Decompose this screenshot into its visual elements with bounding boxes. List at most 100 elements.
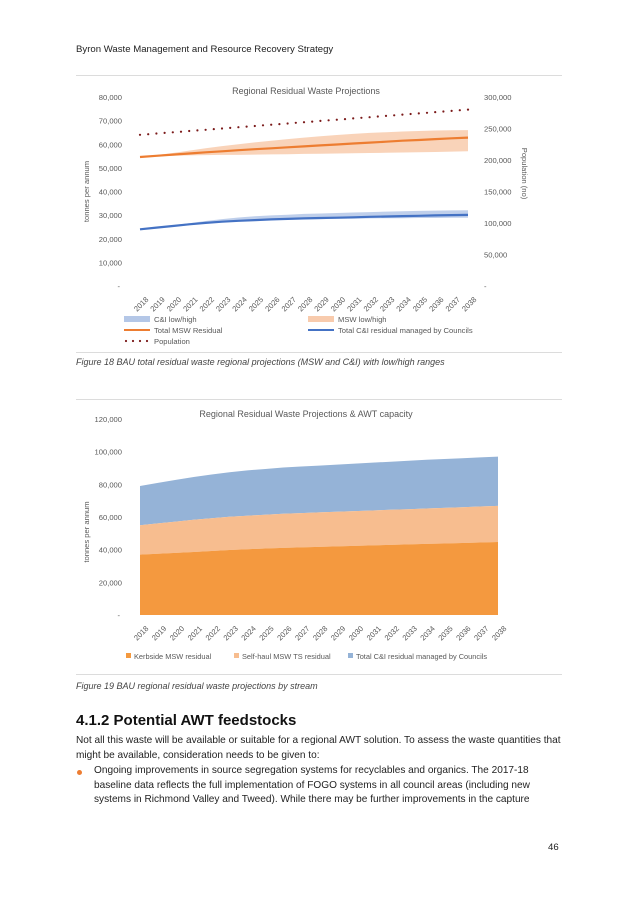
x-tick-label: 2018 (132, 295, 150, 313)
legend-label: Total MSW Residual (154, 326, 223, 335)
legend-swatch (138, 339, 142, 343)
population-dot (163, 131, 166, 134)
area-total-c-i-residual-managed-by-councils (140, 456, 498, 526)
chart-title: Regional Residual Waste Projections & AW… (199, 409, 413, 419)
population-dot (261, 124, 265, 127)
population-dot (179, 130, 183, 133)
legend-swatch (234, 653, 239, 658)
y-tick-label: 80,000 (99, 93, 122, 102)
population-dot (409, 112, 412, 116)
population-dot (138, 133, 142, 136)
population-dot (286, 122, 289, 125)
figure-19-caption: Figure 19 BAU regional residual waste pr… (76, 681, 318, 691)
line-total-c-i-residual-managed-by-councils (139, 213, 469, 231)
legend-swatch (348, 653, 353, 658)
population-dot (343, 118, 347, 121)
x-tick-label: 2032 (383, 624, 401, 642)
y-axis-label: tonnes per annum (82, 501, 91, 562)
x-tick-label: 2022 (204, 624, 222, 642)
population-dot (171, 131, 174, 134)
y-tick-label: - (117, 611, 120, 620)
population-dot (360, 116, 363, 119)
x-tick-label: 2033 (378, 295, 396, 313)
chart-residual-by-stream: Regional Residual Waste Projections & AW… (82, 409, 508, 661)
x-tick-label: 2038 (490, 624, 508, 642)
x-tick-label: 2021 (181, 295, 199, 313)
figure-18-caption: Figure 18 BAU total residual waste regio… (76, 357, 445, 367)
x-tick-label: 2024 (230, 295, 248, 313)
x-tick-label: 2031 (345, 295, 363, 313)
x-tick-label: 2035 (436, 624, 454, 642)
population-dot (368, 116, 371, 119)
y-axis-label: tonnes per annum (82, 161, 91, 222)
x-tick-label: 2036 (454, 624, 472, 642)
population-dot (204, 128, 207, 131)
legend-label: C&I low/high (154, 315, 197, 324)
y-tick-label: 60,000 (99, 140, 122, 149)
y-tick-label: 50,000 (99, 164, 122, 173)
x-tick-label: 2038 (460, 295, 478, 313)
population-dot (229, 126, 232, 129)
population-dot (155, 132, 158, 135)
y-tick-label: 100,000 (95, 448, 122, 457)
area-self-haul-msw-ts-residual (140, 505, 498, 555)
legend-swatch (308, 316, 334, 322)
x-tick-label: 2021 (186, 624, 204, 642)
x-tick-label: 2029 (329, 624, 347, 642)
population-dot (335, 118, 338, 121)
x-tick-label: 2028 (311, 624, 329, 642)
population-dot (220, 127, 224, 130)
bullet-marker (77, 770, 82, 775)
x-tick-label: 2028 (296, 295, 314, 313)
x-tick-label: 2020 (168, 624, 186, 642)
y-tick-label: 30,000 (99, 211, 122, 220)
x-tick-label: 2034 (394, 295, 412, 313)
y2-tick-label: 250,000 (484, 125, 511, 134)
population-dot (278, 123, 281, 126)
y-tick-label: 60,000 (99, 513, 122, 522)
x-tick-label: 2019 (148, 295, 166, 313)
population-dot (376, 115, 379, 118)
x-tick-label: 2025 (247, 295, 265, 313)
x-tick-label: 2037 (444, 295, 462, 313)
x-tick-label: 2032 (362, 295, 380, 313)
legend-swatch (124, 339, 128, 343)
population-dot (147, 133, 150, 136)
y-tick-label: 40,000 (99, 546, 122, 555)
x-tick-label: 2031 (365, 624, 383, 642)
population-dot (327, 119, 330, 122)
population-dot (196, 129, 199, 132)
x-tick-label: 2020 (165, 295, 183, 313)
x-tick-label: 2023 (222, 624, 240, 642)
x-tick-label: 2026 (275, 624, 293, 642)
x-tick-label: 2035 (411, 295, 429, 313)
population-dot (434, 111, 437, 114)
legend-label: Total C&I residual managed by Councils (356, 652, 487, 661)
y-tick-label: 40,000 (99, 188, 122, 197)
legend-label: Total C&I residual managed by Councils (338, 326, 473, 335)
population-dot (302, 121, 306, 124)
y-tick-label: 20,000 (99, 578, 122, 587)
x-tick-label: 2019 (150, 624, 168, 642)
population-dot (425, 111, 429, 114)
y-tick-label: - (117, 282, 120, 291)
population-dot (270, 123, 273, 126)
page-number: 46 (548, 842, 559, 853)
y-tick-label: 20,000 (99, 235, 122, 244)
population-dot (319, 119, 322, 122)
y2-tick-label: 50,000 (484, 251, 507, 260)
population-dot (212, 128, 215, 131)
y2-tick-label: 200,000 (484, 156, 511, 165)
population-dot (466, 108, 470, 111)
population-dot (384, 114, 388, 117)
population-dot (237, 126, 240, 129)
chart-bottom-rule (76, 352, 562, 353)
y2-axis-label: Population (no) (520, 148, 529, 200)
chart-bottom-rule (76, 674, 562, 675)
y2-tick-label: 300,000 (484, 93, 511, 102)
legend-swatch (124, 316, 150, 322)
x-tick-label: 2025 (257, 624, 275, 642)
chart-residual-projections: Regional Residual Waste Projections - 10,0… (82, 86, 529, 346)
x-tick-label: 2030 (347, 624, 365, 642)
legend-swatch (126, 653, 131, 658)
